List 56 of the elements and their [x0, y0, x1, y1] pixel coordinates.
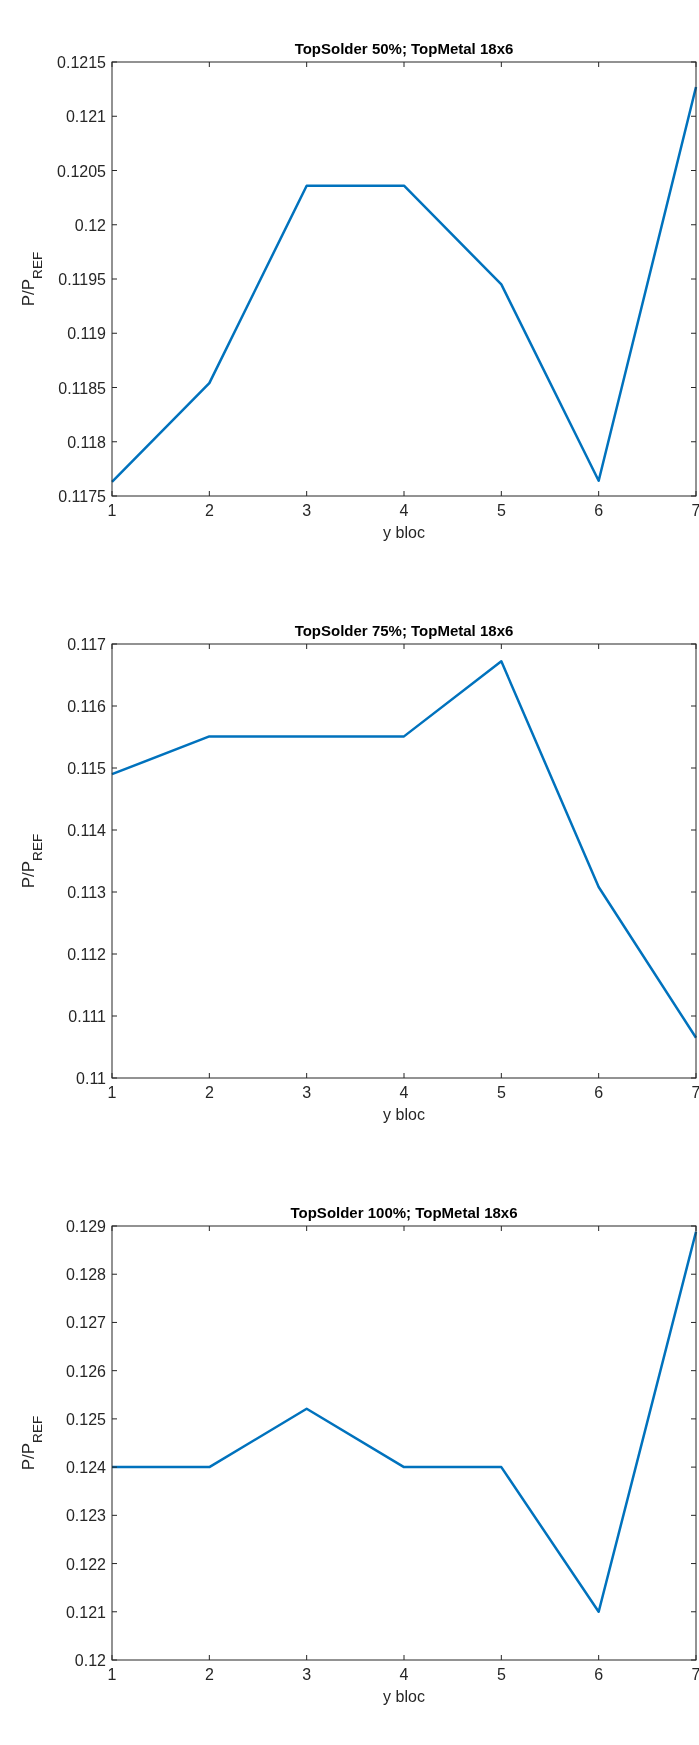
y-tick-label: 0.125 — [65, 1410, 107, 1428]
x-tick-label: 7 — [691, 1666, 699, 1683]
x-tick-label: 4 — [399, 502, 409, 519]
x-tick-label: 3 — [302, 1666, 312, 1683]
chart-title: TopSolder 75%; TopMetal 18x6 — [294, 622, 514, 639]
y-tick-label: 0.121 — [65, 1603, 107, 1621]
y-tick-label: 0.124 — [65, 1459, 107, 1477]
y-tick-label: 0.128 — [65, 1266, 107, 1284]
x-tick-label: 6 — [594, 1084, 604, 1101]
y-tick-label: 0.1195 — [58, 271, 107, 288]
y-tick-label: 0.118 — [67, 433, 107, 451]
y-tick-label: 0.112 — [67, 946, 107, 963]
x-tick-label: 4 — [399, 1666, 409, 1683]
line-series — [110, 85, 698, 484]
x-tick-label: 2 — [204, 502, 214, 519]
line-series — [110, 660, 698, 1039]
y-tick-label: 0.119 — [67, 325, 107, 343]
y-tick-label: 0.115 — [67, 760, 107, 777]
x-tick-label: 1 — [107, 1084, 117, 1101]
x-axis-title: y bloc — [383, 1688, 425, 1705]
y-tick-label: 0.129 — [65, 1218, 107, 1235]
y-tick-label: 0.123 — [65, 1507, 107, 1525]
chart-title: TopSolder 100%; TopMetal 18x6 — [290, 1204, 518, 1221]
x-tick-label: 5 — [496, 1666, 506, 1683]
y-tick-label: 0.126 — [65, 1362, 107, 1380]
x-tick-label: 4 — [399, 1084, 409, 1101]
y-tick-label: 0.1185 — [58, 379, 107, 397]
y-tick-label: 0.116 — [67, 698, 107, 715]
y-tick-label: 0.111 — [68, 1008, 107, 1025]
x-axis-title: y bloc — [383, 1106, 425, 1123]
x-tick-label: 5 — [496, 502, 506, 519]
y-tick-label: 0.1205 — [57, 162, 107, 180]
y-tick-label: 0.11 — [76, 1070, 107, 1087]
x-tick-label: 1 — [107, 1666, 117, 1683]
x-tick-label: 6 — [594, 502, 604, 519]
x-tick-label: 6 — [594, 1666, 604, 1683]
x-tick-label: 7 — [691, 1084, 699, 1101]
y-tick-label: 0.113 — [67, 884, 107, 901]
x-tick-label: 7 — [691, 502, 699, 519]
y-tick-label: 0.127 — [65, 1314, 107, 1332]
y-tick-label: 0.1175 — [58, 488, 107, 505]
y-tick-label: 0.12 — [74, 216, 107, 234]
x-tick-label: 2 — [204, 1666, 214, 1683]
y-tick-label: 0.12 — [74, 1652, 107, 1669]
x-tick-label: 2 — [204, 1084, 214, 1101]
x-tick-label: 1 — [107, 502, 117, 519]
chart-title: TopSolder 50%; TopMetal 18x6 — [294, 40, 514, 57]
y-tick-label: 0.122 — [65, 1555, 107, 1573]
y-tick-label: 0.114 — [67, 822, 107, 839]
x-tick-label: 5 — [496, 1084, 506, 1101]
x-tick-label: 3 — [302, 1084, 312, 1101]
y-tick-label: 0.121 — [65, 108, 107, 126]
x-tick-label: 3 — [302, 502, 312, 519]
y-tick-label: 0.117 — [67, 636, 107, 653]
x-axis-title: y bloc — [383, 524, 425, 541]
y-tick-label: 0.1215 — [57, 54, 107, 71]
